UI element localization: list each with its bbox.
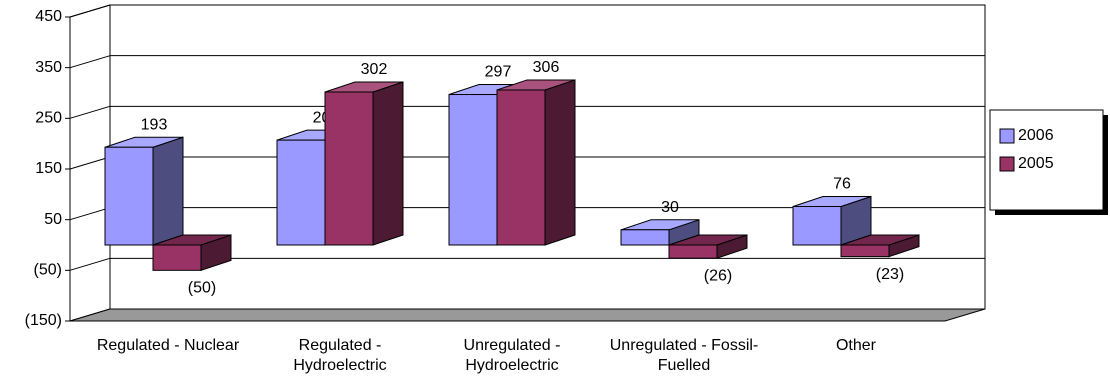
x-tick-label: Regulated - Nuclear: [96, 337, 240, 354]
data-label: 306: [533, 59, 560, 76]
legend-label: 2005: [1018, 155, 1054, 172]
y-tick-label: (50): [34, 262, 62, 279]
bar-side: [152, 136, 184, 246]
floor: [69, 308, 986, 322]
data-label: 76: [833, 176, 851, 193]
bar: [668, 244, 718, 259]
bar: [792, 205, 842, 246]
grid-line: [69, 207, 111, 221]
grid-line: [69, 156, 111, 170]
data-label: (50): [188, 280, 216, 297]
bar: [276, 139, 326, 246]
data-label: (26): [704, 267, 732, 284]
grid-line: [69, 4, 111, 18]
data-label: 193: [141, 116, 168, 133]
legend-swatch: [999, 156, 1015, 172]
legend-label: 2006: [1018, 127, 1054, 144]
grid-line: [69, 257, 111, 271]
data-label: (23): [876, 266, 904, 283]
bar-side: [544, 79, 576, 246]
bar: [496, 89, 546, 246]
bar: [324, 91, 374, 246]
data-label: 302: [361, 61, 388, 78]
y-tick-label: 350: [35, 59, 62, 76]
bar: [840, 244, 890, 258]
x-tick-label: Unregulated - Fossil-Fuelled: [609, 337, 759, 374]
y-tick-label: 450: [35, 8, 62, 25]
y-tick-label: 50: [44, 211, 62, 228]
x-tick-label: Other: [835, 337, 876, 354]
legend-swatch: [999, 128, 1015, 144]
data-label: 297: [485, 64, 512, 81]
grid-line: [69, 105, 111, 119]
bar: [448, 94, 498, 246]
bar: [620, 229, 670, 246]
bar-side: [372, 81, 404, 246]
grid-line: [69, 55, 111, 69]
bar: [104, 146, 154, 246]
bar: [152, 244, 202, 271]
y-tick-label: 250: [35, 110, 62, 127]
x-tick-label: Regulated - Hydroelectric: [293, 337, 387, 374]
data-label: 30: [661, 199, 679, 216]
x-tick-label: Unregulated - Hydroelectric: [463, 337, 561, 374]
y-tick-label: 150: [35, 160, 62, 177]
y-tick-label: (150): [25, 312, 62, 329]
